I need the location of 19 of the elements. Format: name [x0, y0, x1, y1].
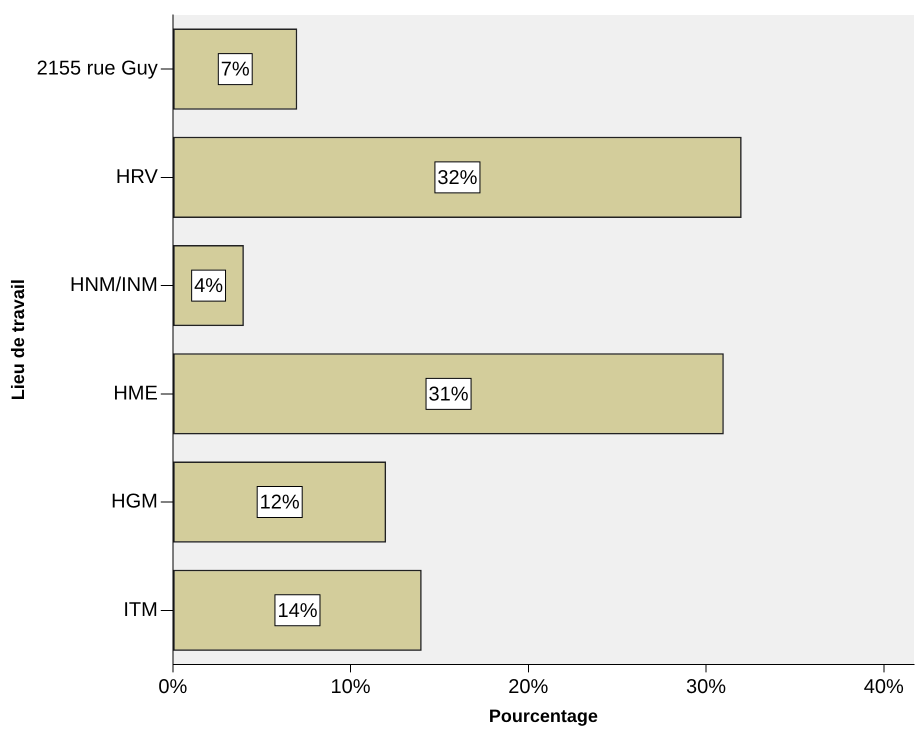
data-label: 4% [194, 275, 224, 298]
y-tick-label: 2155 rue Guy [36, 58, 158, 80]
x-tick-label: 30% [686, 676, 726, 698]
x-axis-title: Pourcentage [488, 706, 598, 726]
x-tick-label: 20% [508, 676, 549, 698]
data-label: 31% [428, 383, 469, 406]
data-label: 14% [277, 600, 318, 622]
data-label: 32% [437, 166, 478, 189]
y-axis-title: Lieu de travail [8, 279, 28, 400]
x-tick-label: 40% [864, 676, 904, 698]
data-label: 7% [220, 58, 250, 81]
y-tick-label: ITM [123, 598, 158, 621]
y-tick-label: HNM/INM [70, 274, 158, 296]
x-tick-label: 0% [158, 676, 188, 698]
y-tick-label: HGM [111, 490, 158, 513]
x-tick-label: 10% [330, 676, 371, 698]
y-tick-label: HRV [116, 166, 158, 188]
data-label: 12% [260, 492, 300, 514]
y-tick-label: HME [113, 382, 158, 404]
